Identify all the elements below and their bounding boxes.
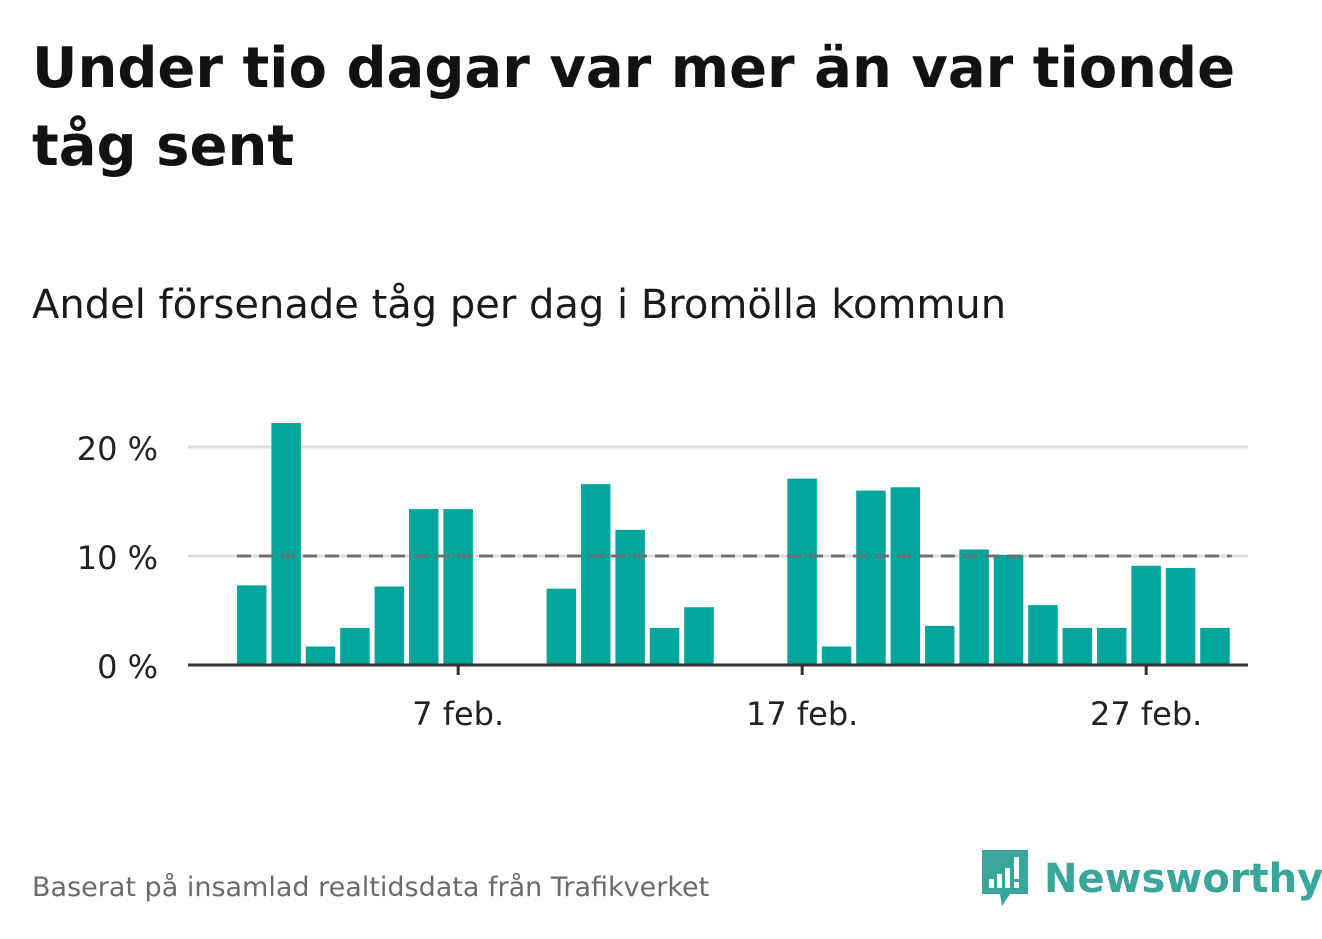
- bar: [340, 627, 370, 665]
- y-tick-label: 10 %: [77, 539, 158, 577]
- bar-chart: 0 % 10 % 20 % 7 feb. 17 feb. 27 feb.: [77, 423, 1248, 733]
- bar: [890, 487, 921, 665]
- bar: [684, 607, 714, 665]
- y-tick-label: 20 %: [77, 430, 158, 468]
- newsworthy-logo: Newsworthy: [980, 848, 1322, 910]
- bar: [581, 484, 611, 665]
- x-tick-label: 7 feb.: [412, 695, 504, 733]
- bar: [993, 554, 1024, 665]
- chart-title: Under tio dagar var mer än var tionde tå…: [32, 36, 1236, 179]
- bar: [409, 509, 439, 665]
- bar: [305, 646, 336, 665]
- bar: [237, 585, 267, 665]
- bar: [615, 529, 645, 665]
- bar: [1097, 627, 1127, 665]
- bar: [1200, 627, 1230, 665]
- bar: [1062, 627, 1093, 665]
- bar: [1165, 568, 1196, 665]
- bar: [856, 490, 886, 665]
- x-tick-label: 27 feb.: [1090, 695, 1202, 733]
- bar: [443, 509, 473, 665]
- bar: [271, 423, 301, 665]
- bar: [374, 586, 405, 665]
- bar: [1131, 565, 1161, 665]
- brand-name: Newsworthy: [1044, 856, 1322, 902]
- source-note: Baserat på insamlad realtidsdata från Tr…: [32, 872, 710, 903]
- bar: [959, 549, 989, 665]
- bar: [821, 646, 852, 665]
- chart-subtitle: Andel försenade tåg per dag i Bromölla k…: [32, 282, 1007, 328]
- bar: [649, 627, 680, 665]
- bar-chart-speech-icon: [982, 850, 1028, 906]
- x-tick-label: 17 feb.: [746, 695, 858, 733]
- y-tick-label: 0 %: [97, 648, 158, 686]
- bar: [787, 478, 817, 665]
- bar: [925, 625, 955, 665]
- bar: [1028, 605, 1058, 665]
- bar: [546, 588, 577, 665]
